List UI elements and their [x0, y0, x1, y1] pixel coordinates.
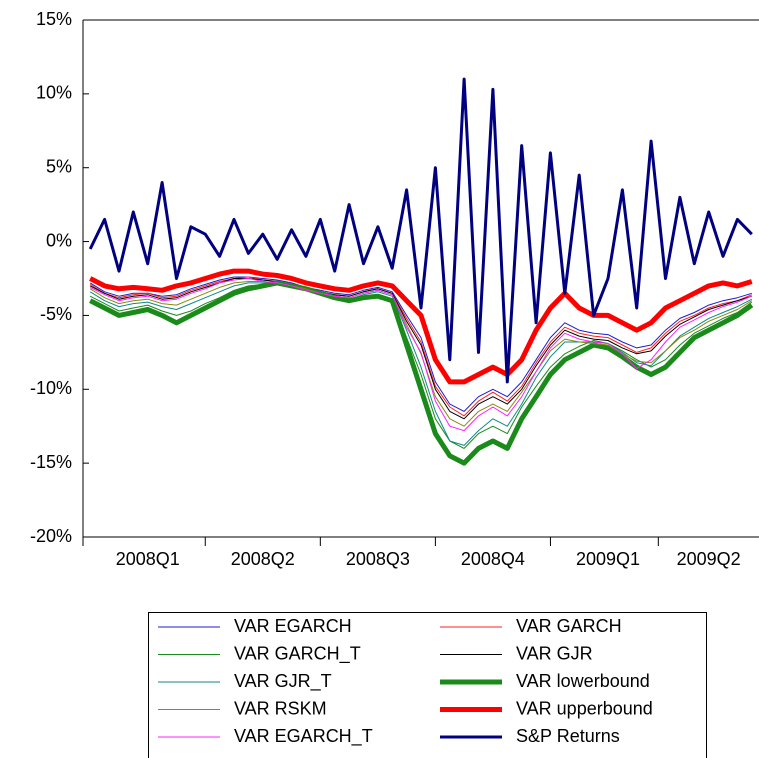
x-tick-label: 2009Q1: [576, 549, 640, 569]
y-tick-label: -20%: [30, 526, 72, 546]
x-tick-label: 2008Q4: [461, 549, 525, 569]
series-line: [89, 278, 752, 420]
legend-label: VAR EGARCH_T: [234, 726, 373, 747]
series-line: [89, 280, 754, 466]
series-line: [89, 276, 752, 417]
y-tick-label: -5%: [40, 304, 72, 324]
legend-label: VAR GJR: [516, 643, 593, 663]
series-line: [88, 77, 753, 384]
y-tick-label: -10%: [30, 378, 72, 398]
x-tick-label: 2008Q3: [346, 549, 410, 569]
legend-label: VAR GARCH_T: [234, 643, 361, 664]
legend-label: VAR EGARCH: [234, 616, 352, 636]
series-line: [89, 276, 752, 412]
x-tick-label: 2008Q2: [231, 549, 295, 569]
y-tick-label: 5%: [46, 156, 72, 176]
legend-label: S&P Returns: [516, 726, 620, 746]
series-line: [89, 268, 753, 385]
series-line: [89, 282, 753, 446]
legend-label: VAR GJR_T: [234, 671, 332, 692]
legend-label: VAR GARCH: [516, 616, 622, 636]
legend-label: VAR lowerbound: [516, 671, 650, 691]
x-tick-label: 2009Q2: [677, 549, 741, 569]
x-tick-label: 2008Q1: [116, 549, 180, 569]
legend-label: VAR RSKM: [234, 698, 327, 718]
y-tick-label: 15%: [36, 9, 72, 29]
y-tick-label: 10%: [36, 83, 72, 103]
legend-box: [148, 612, 707, 758]
y-tick-label: -15%: [30, 452, 72, 472]
series-line: [89, 278, 752, 432]
y-tick-label: 0%: [46, 230, 72, 250]
plot-area: [88, 77, 754, 466]
legend-label: VAR upperbound: [516, 698, 653, 718]
